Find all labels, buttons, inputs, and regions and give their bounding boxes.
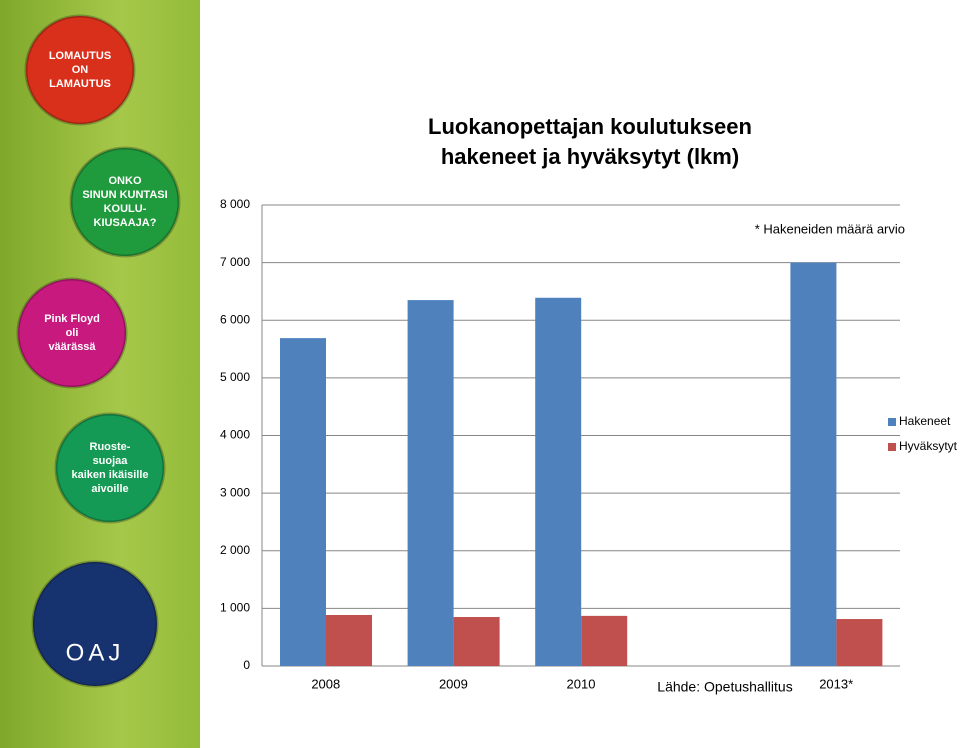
x-tick-label: 2008 [311,676,340,691]
bar [407,300,454,666]
badge-text: ONKO [109,175,142,187]
badge-text: LAMAUTUS [49,78,111,90]
badge-text: KIUSAAJA? [94,217,157,229]
badge: Pink Floyd oli väärässä [16,277,128,389]
badge: LOMAUTUS ON LAMAUTUS [24,14,136,126]
legend-swatch [888,443,896,451]
legend-label: Hakeneet [899,414,951,428]
y-tick-label: 3 000 [220,485,250,499]
y-tick-label: 7 000 [220,255,250,269]
badge-text: suojaa [93,455,129,467]
badge-circle [16,277,128,389]
y-tick-label: 0 [243,658,250,672]
badge-circle [69,146,181,258]
bar [535,297,582,666]
badge: ONKO SINUN KUNTASI KOULU- KIUSAAJA? [69,146,181,258]
badge-circle [54,412,166,524]
x-tick-label: 2013* [819,676,853,691]
badge-text: oli [66,327,79,339]
bar [581,615,628,666]
legend-label: Hyväksytyt [899,439,958,453]
badge-text: OAJ [66,639,125,666]
y-tick-label: 5 000 [220,370,250,384]
bar [326,615,372,666]
badge-text: KOULU- [104,203,147,215]
badge-text: SINUN KUNTASI [82,189,167,201]
legend-swatch [888,418,896,426]
x-tick-label: 2009 [439,676,468,691]
badge-text: aivoille [91,483,128,495]
badge-text: Ruoste- [90,441,131,453]
chart-title: Luokanopettajan koulutukseen hakeneet ja… [428,114,752,169]
bar [453,617,500,666]
badge-text: kaiken ikäisille [71,469,148,481]
badge-text: väärässä [48,341,96,353]
badge: OAJ [31,560,159,688]
y-tick-label: 2 000 [220,543,250,557]
badge-circle [31,560,159,688]
bar [790,262,837,666]
y-tick-label: 8 000 [220,197,250,211]
bar [836,619,883,666]
badge-text: Pink Floyd [44,313,100,325]
y-tick-label: 6 000 [220,312,250,326]
badge: Ruoste-suojaa kaiken ikäisille aivoille [54,412,166,524]
source-note: Lähde: Opetushallitus [657,679,792,695]
y-tick-label: 1 000 [220,601,250,615]
bar [280,338,326,666]
badge-text: LOMAUTUS [49,50,111,62]
badge-text: ON [72,64,89,76]
y-tick-label: 4 000 [220,428,250,442]
x-tick-label: 2010 [567,676,596,691]
badge-circle [24,14,136,126]
annotation: * Hakeneiden määrä arvio [755,221,905,236]
